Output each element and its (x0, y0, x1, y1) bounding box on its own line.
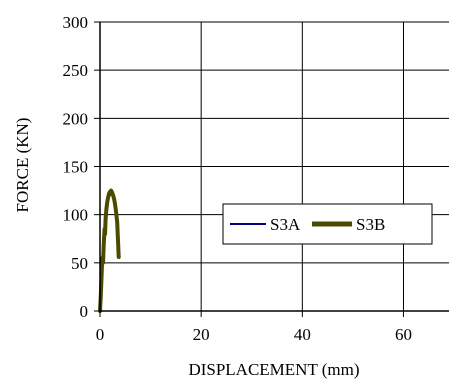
y-tick-label: 0 (80, 302, 89, 321)
axes (94, 21, 449, 317)
x-axis-title: DISPLACEMENT (mm) (188, 360, 359, 379)
legend: S3A S3B (222, 203, 433, 245)
x-tick-label: 40 (294, 325, 311, 344)
y-tick-label: 150 (63, 158, 89, 177)
series-line-s3b (98, 188, 121, 313)
series-lines (98, 188, 121, 313)
grid (100, 21, 449, 311)
x-tick-label: 20 (193, 325, 210, 344)
y-axis-title: FORCE (KN) (13, 118, 32, 213)
y-tick-label: 100 (63, 206, 89, 225)
y-tick-label: 50 (71, 254, 88, 273)
x-tick-label: 0 (96, 325, 105, 344)
legend-label-s3b: S3B (356, 215, 385, 234)
y-tick-label: 200 (63, 109, 89, 128)
y-tick-label: 300 (63, 13, 89, 32)
y-tick-label: 250 (63, 61, 89, 80)
x-tick-label: 60 (395, 325, 412, 344)
legend-label-s3a: S3A (270, 215, 301, 234)
tick-labels: 0 50 100 150 200 250 300 0 20 40 60 (63, 13, 412, 344)
